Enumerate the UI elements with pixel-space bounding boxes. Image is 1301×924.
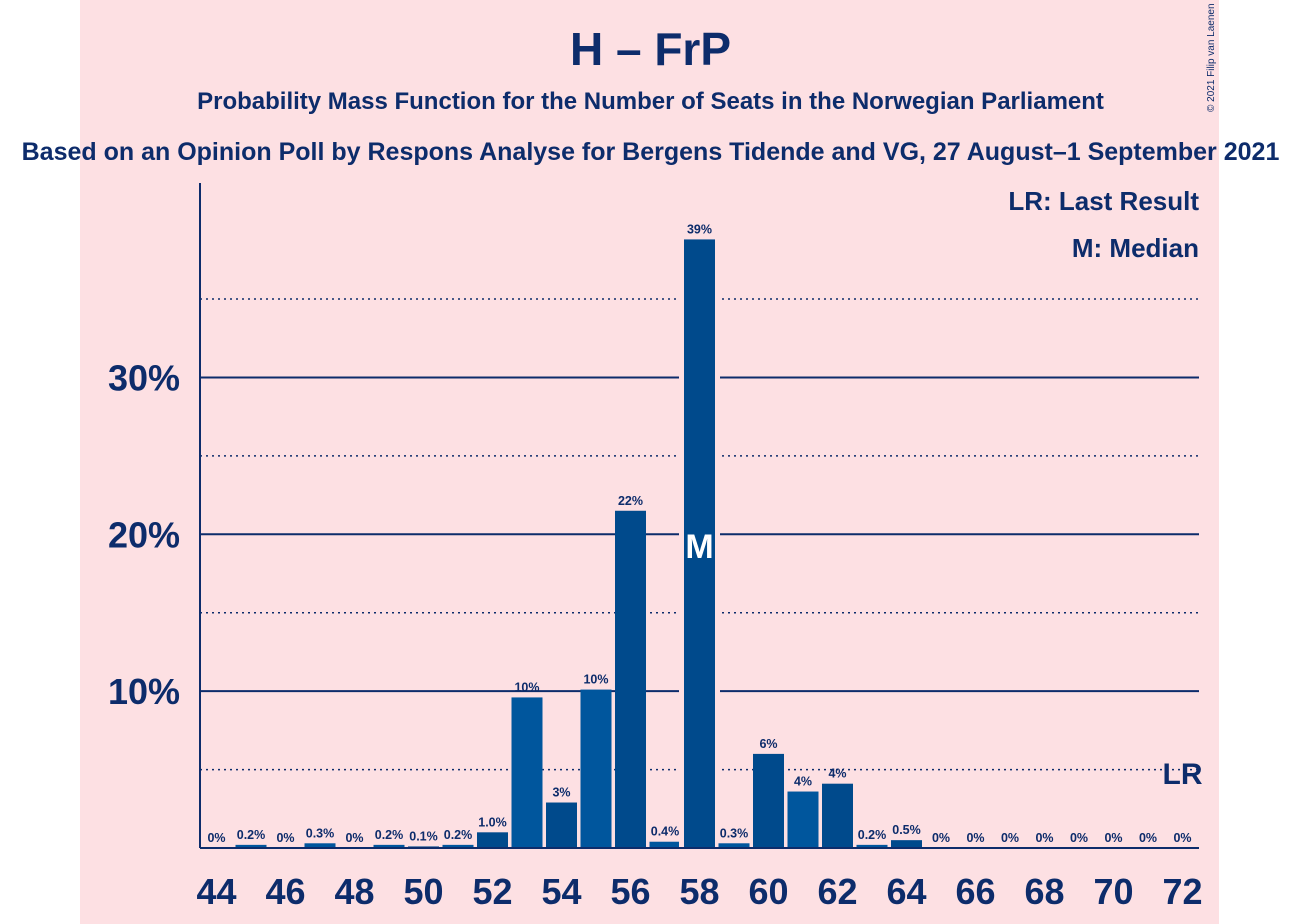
bar-value-label: 0% (276, 831, 294, 845)
x-tick-label: 50 (403, 871, 443, 912)
chart-title: H – FrP (569, 23, 732, 75)
bar-value-label: 0.2% (858, 828, 887, 842)
bar-value-label: 39% (687, 222, 712, 236)
bar (442, 844, 474, 848)
bar-value-label: 0% (1001, 831, 1019, 845)
bar (718, 843, 750, 848)
bar (580, 689, 612, 848)
x-tick-label: 66 (955, 871, 995, 912)
bar-value-label: 0.3% (720, 826, 749, 840)
bar-value-label: 0% (207, 831, 225, 845)
bar (856, 844, 888, 848)
bar-value-label: 0% (1139, 831, 1157, 845)
bar (477, 832, 508, 848)
bar-value-label: 0% (1104, 831, 1122, 845)
bar-value-label: 0.1% (409, 829, 438, 843)
bar (546, 802, 577, 848)
chart-subtitle: Probability Mass Function for the Number… (197, 88, 1104, 115)
y-tick-label: 20% (108, 514, 180, 555)
x-tick-label: 72 (1162, 871, 1202, 912)
bar-value-label: 0.3% (306, 826, 335, 840)
x-tick-label: 58 (679, 871, 719, 912)
x-tick-label: 56 (610, 871, 650, 912)
bar (235, 844, 267, 848)
x-tick-label: 60 (748, 871, 788, 912)
bar-value-label: 0% (1070, 831, 1088, 845)
x-tick-label: 52 (472, 871, 512, 912)
bar (684, 239, 715, 849)
bar (649, 841, 681, 848)
x-tick-label: 62 (817, 871, 857, 912)
bar-value-label: 10% (583, 673, 608, 687)
bar-value-label: 0.5% (892, 823, 921, 837)
bar (753, 753, 784, 848)
median-marker: M (685, 528, 713, 566)
bar-value-label: 4% (794, 775, 812, 789)
bar-value-label: 4% (828, 767, 846, 781)
bar-value-label: 0% (1173, 831, 1191, 845)
bar-value-label: 0% (932, 831, 950, 845)
bar-value-label: 0% (345, 831, 363, 845)
bar-value-label: 3% (552, 786, 570, 800)
bar-value-label: 0% (966, 831, 984, 845)
x-tick-label: 46 (265, 871, 305, 912)
bar (304, 843, 336, 848)
bar (511, 697, 543, 848)
y-tick-label: 30% (108, 357, 180, 398)
legend-last-result: LR: Last Result (1008, 186, 1199, 216)
bar-value-label: 22% (618, 494, 643, 508)
bar (615, 510, 646, 848)
x-tick-label: 64 (886, 871, 926, 912)
bar (373, 844, 405, 848)
bar (891, 840, 922, 848)
bar-value-label: 0% (1035, 831, 1053, 845)
x-tick-label: 68 (1024, 871, 1064, 912)
y-tick-label: 10% (108, 671, 180, 712)
bar-value-label: 0.2% (444, 828, 473, 842)
last-result-marker: LR (1163, 758, 1203, 791)
bar (787, 791, 819, 848)
axes: 10% 20% 30% 44 46 48 50 52 54 56 58 60 62 64 66 68 70 72 (108, 183, 1203, 912)
x-tick-label: 70 (1093, 871, 1133, 912)
bar-value-label: 1.0% (478, 815, 507, 829)
chart-source-line: Based on an Opinion Poll by Respons Anal… (21, 138, 1280, 166)
bar-value-label: 10% (514, 680, 539, 694)
x-tick-label: 54 (541, 871, 581, 912)
bar (822, 783, 853, 848)
x-tick-label: 48 (334, 871, 374, 912)
bar-value-label: 0.2% (237, 828, 266, 842)
bars (235, 234, 922, 849)
legend-median: M: Median (1072, 233, 1199, 263)
bar-value-label: 0.2% (375, 828, 404, 842)
bar-value-label: 0.4% (651, 825, 680, 839)
bar-value-label: 6% (759, 737, 777, 751)
bar-value-labels: 0% 0.2% 0% 0.3% 0% 0.2% 0.1% 0.2% 1.0% 10% 3% 10% 22… (207, 222, 1202, 845)
x-tick-label: 44 (196, 871, 236, 912)
